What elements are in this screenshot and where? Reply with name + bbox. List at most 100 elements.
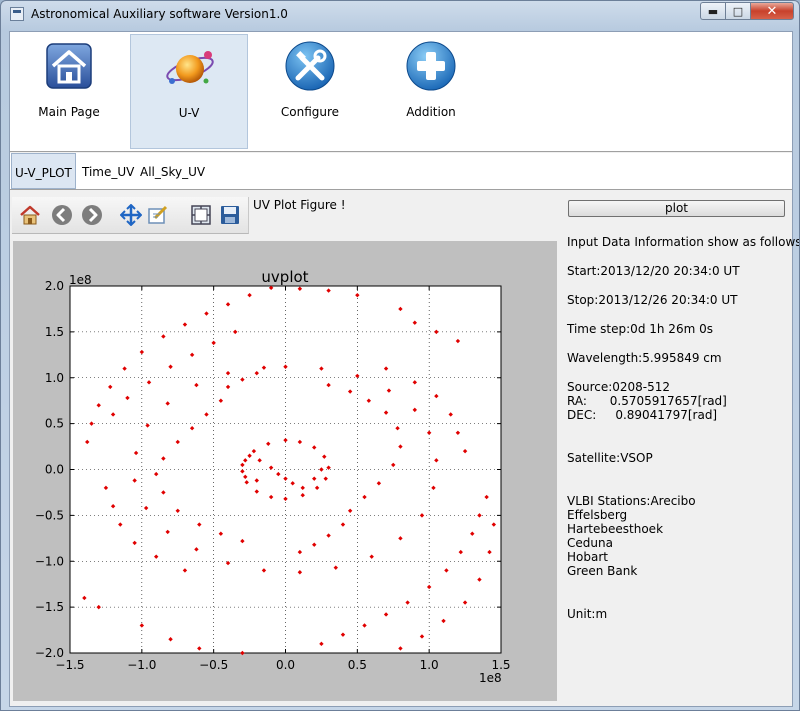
uv-point [261, 365, 267, 370]
toolbar-button-uv[interactable]: U-V [130, 34, 248, 149]
uv-point [347, 389, 353, 394]
uv-point [314, 485, 320, 491]
info-station: Effelsberg [567, 508, 628, 522]
home-icon[interactable] [19, 204, 41, 226]
toolbar-label: Configure [280, 105, 340, 119]
uv-point [247, 453, 252, 458]
caption-buttons: ▬ □ ✕ [700, 2, 794, 21]
x-tick-label: 0.5 [348, 658, 367, 672]
uv-point [251, 448, 257, 454]
uv-plot-svg: −1.5 −1.0 −0.5 0.0 0.5 1.0 1.5 2.0 1.5 1.0 0.5 0.0 −… [35, 268, 511, 685]
uv-point [369, 554, 374, 559]
uv-point [395, 426, 400, 431]
uv-point [218, 398, 224, 403]
uv-point [225, 370, 231, 376]
toolbar-label: Addition [406, 105, 456, 119]
x-tick-label: 1.5 [491, 658, 510, 672]
y-multiplier-label: 1e8 [69, 273, 92, 287]
title-bar[interactable]: Astronomical Auxiliary software Version1… [1, 1, 799, 29]
uv-point [110, 504, 116, 509]
uv-point [218, 531, 224, 536]
uv-point [139, 349, 145, 355]
plot-canvas[interactable]: −1.5 −1.0 −0.5 0.0 0.5 1.0 1.5 2.0 1.5 1.0 0.5 0.0 −… [13, 241, 557, 701]
uv-point [312, 542, 317, 547]
uv-point [154, 554, 159, 559]
uv-point [122, 366, 127, 371]
uv-point [300, 485, 305, 491]
window-title: Astronomical Auxiliary software Version1… [31, 7, 288, 21]
uv-point [175, 508, 180, 513]
uv-point [355, 373, 360, 379]
info-header: Input Data Information show as follows: [567, 235, 800, 249]
axis-ticks: −1.5 −1.0 −0.5 0.0 0.5 1.0 1.5 2.0 1.5 1.0 0.5 0.0 −… [35, 279, 511, 672]
uv-point [319, 467, 324, 472]
uv-point [362, 494, 367, 500]
tab-all-sky-uv[interactable]: All_Sky_UV [140, 165, 206, 179]
minimize-button[interactable]: ▬ [700, 2, 725, 20]
app-icon [10, 7, 24, 21]
uv-point [283, 437, 288, 443]
uv-point [405, 600, 410, 605]
save-icon[interactable] [219, 204, 241, 226]
y-tick-label: 2.0 [45, 279, 64, 293]
subplot-config-icon[interactable] [190, 204, 212, 226]
uv-point [189, 352, 195, 358]
uv-point [312, 476, 317, 481]
close-button[interactable]: ✕ [750, 2, 794, 20]
uv-point [240, 469, 245, 474]
toolbar-button-configure[interactable]: Configure [251, 34, 369, 149]
back-arrow-icon[interactable] [51, 204, 73, 226]
x-tick-label: −1.5 [55, 658, 84, 672]
uv-point [254, 370, 259, 376]
y-tick-label: −0.5 [35, 508, 64, 522]
toolbar-button-main-page[interactable]: Main Page [10, 34, 128, 149]
forward-arrow-icon[interactable] [81, 204, 103, 226]
uv-point [96, 604, 101, 610]
uv-point [257, 458, 262, 463]
uv-point [145, 423, 150, 428]
uv-point [290, 481, 295, 486]
y-tick-label: 0.5 [45, 417, 64, 431]
y-tick-label: 0.0 [45, 463, 64, 477]
uv-point [434, 393, 439, 399]
uv-point [268, 494, 274, 500]
pan-icon[interactable] [120, 204, 142, 226]
figure-title: UV Plot Figure ! [253, 198, 346, 212]
info-wavelength: Wavelength:5.995849 cm [567, 351, 722, 365]
uv-point [240, 377, 245, 382]
info-dec: DEC: 0.89041797[rad] [567, 408, 718, 422]
uv-point [326, 465, 331, 470]
chart-title: uvplot [261, 268, 308, 286]
uv-point [300, 492, 305, 498]
uv-point [175, 439, 180, 445]
y-tick-label: −2.0 [35, 646, 64, 660]
uv-point [197, 646, 202, 651]
uv-point [243, 458, 248, 463]
uv-point [139, 623, 145, 628]
info-station: Hobart [567, 550, 608, 564]
uv-point [412, 407, 417, 413]
uv-point [283, 476, 288, 481]
tab-time-uv[interactable]: Time_UV [82, 165, 135, 179]
uv-point [434, 329, 439, 335]
plot-button[interactable]: plot [568, 200, 785, 217]
toolbar-button-addition[interactable]: Addition [372, 34, 490, 149]
uv-point [243, 474, 248, 480]
uv-point [340, 632, 346, 637]
zoom-icon[interactable] [147, 204, 169, 226]
uv-point [110, 412, 116, 417]
info-station: Ceduna [567, 536, 613, 550]
info-stop: Stop:2013/12/26 20:34:0 UT [567, 293, 738, 307]
uv-point [455, 338, 461, 344]
uv-point [194, 547, 199, 552]
uv-point [233, 329, 238, 335]
maximize-button[interactable]: □ [725, 2, 750, 20]
y-tick-label: −1.5 [35, 600, 64, 614]
uv-point [266, 441, 271, 447]
y-tick-label: 1.5 [45, 325, 64, 339]
tab-uv-plot[interactable]: U-V_PLOT [11, 153, 76, 189]
uv-point [455, 430, 461, 435]
uv-point [326, 288, 331, 293]
uv-point [254, 478, 259, 483]
